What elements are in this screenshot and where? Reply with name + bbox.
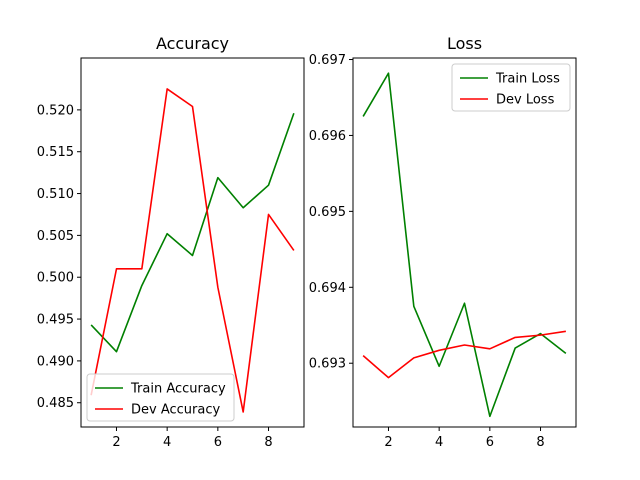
chart0-y-tick-label: 0.485 bbox=[37, 396, 74, 411]
accuracy-title: Accuracy bbox=[156, 34, 229, 53]
loss-title: Loss bbox=[447, 34, 482, 53]
chart0-y-tick-label: 0.505 bbox=[37, 229, 74, 244]
chart0-y-tick-label: 0.495 bbox=[37, 313, 74, 328]
chart0-x-tick-label: 6 bbox=[214, 435, 222, 450]
chart1-y-tick-label: 0.694 bbox=[309, 281, 346, 296]
chart0-x-tick-label: 8 bbox=[264, 435, 272, 450]
chart0-y-tick-label: 0.510 bbox=[37, 187, 74, 202]
chart1-y-tick-label: 0.697 bbox=[309, 53, 346, 68]
chart0-series-line-1 bbox=[90, 88, 295, 413]
accuracy-chart: Accuracy 2 4 6 8 0.485 0.490 0.495 0.500 0.505 0.… bbox=[37, 34, 305, 450]
chart0-y-tick-label: 0.515 bbox=[37, 145, 74, 160]
chart1-legend-label: Train Loss bbox=[495, 72, 560, 87]
chart1-axes-frame bbox=[352, 57, 577, 428]
chart1-x-tick-label: 6 bbox=[486, 435, 494, 450]
chart1-legend-label: Dev Loss bbox=[496, 93, 555, 108]
chart0-x-tick-label: 4 bbox=[163, 435, 171, 450]
chart1-series-line-0 bbox=[362, 72, 567, 418]
chart0-y-tick-label: 0.490 bbox=[37, 354, 74, 369]
chart1-series-line-1 bbox=[362, 330, 566, 379]
loss-chart: Loss 2 4 6 8 0.693 0.694 0.695 0.696 0.697 Train … bbox=[309, 34, 577, 450]
chart0-legend-label: Dev Accuracy bbox=[131, 403, 220, 418]
accuracy-plot-area: 2 4 6 8 0.485 0.490 0.495 0.500 0.505 0.510 0.515 0… bbox=[37, 57, 305, 450]
chart0-legend-label: Train Accuracy bbox=[130, 382, 226, 397]
chart1-y-tick-label: 0.695 bbox=[309, 205, 346, 220]
chart0-legend: Train Accuracy Dev Accuracy bbox=[86, 373, 235, 422]
chart1-y-tick-label: 0.693 bbox=[309, 357, 346, 372]
chart0-y-tick-label: 0.500 bbox=[37, 271, 74, 286]
chart0-series-line-0 bbox=[90, 112, 295, 353]
chart1-legend: Train Loss Dev Loss bbox=[451, 63, 571, 112]
chart0-x-tick-label: 2 bbox=[112, 435, 120, 450]
chart0-y-tick-label: 0.520 bbox=[37, 103, 74, 118]
chart1-x-tick-label: 2 bbox=[384, 435, 392, 450]
chart1-y-tick-label: 0.696 bbox=[309, 129, 346, 144]
chart0-axes-frame bbox=[80, 57, 305, 428]
chart0-legend-box bbox=[86, 373, 235, 422]
chart1-x-tick-label: 4 bbox=[435, 435, 443, 450]
chart1-x-tick-label: 8 bbox=[536, 435, 544, 450]
loss-plot-area: 2 4 6 8 0.693 0.694 0.695 0.696 0.697 Train Loss D… bbox=[309, 53, 577, 450]
